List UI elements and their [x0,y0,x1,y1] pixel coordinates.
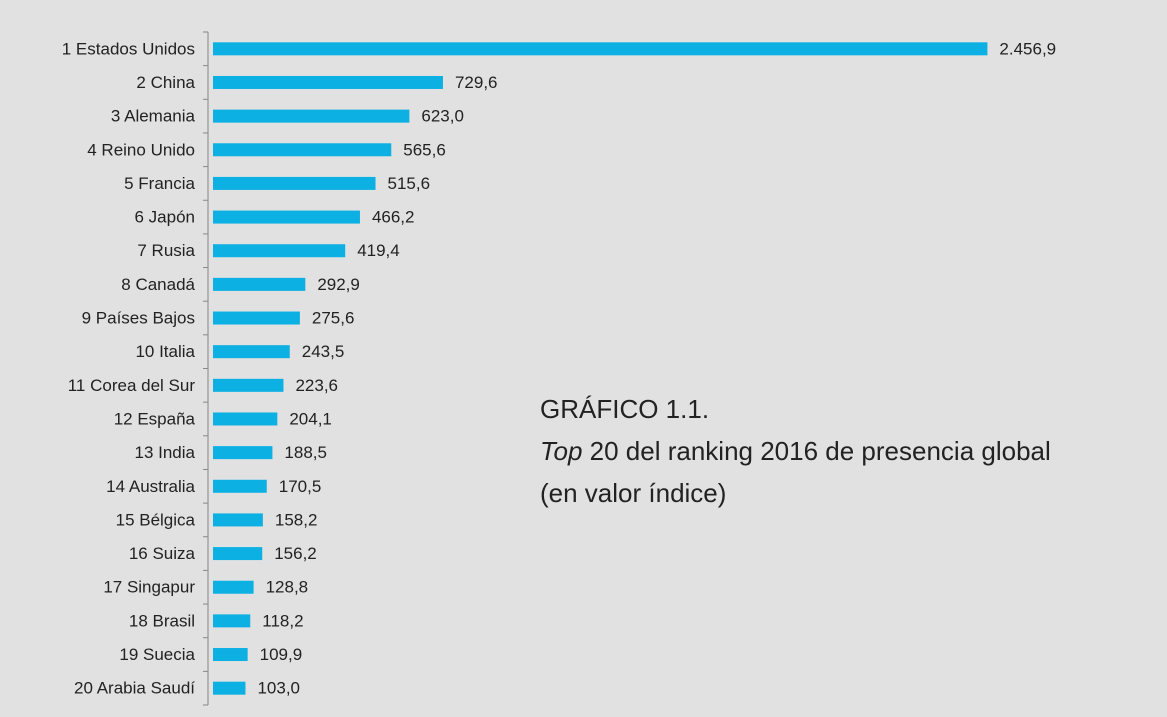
category-label: 16 Suiza [129,544,196,563]
value-label: 419,4 [357,241,400,260]
category-label: 3 Alemania [111,107,196,126]
subtitle-text: 20 del ranking 2016 de presencia global [582,436,1050,466]
category-label: 7 Rusia [137,241,195,260]
bar [213,648,248,662]
bar [213,109,410,123]
bar [213,244,346,258]
bar [213,143,392,157]
bar [213,176,376,190]
category-label: 13 India [135,443,196,462]
value-label: 292,9 [317,275,360,294]
category-label: 2 China [136,73,195,92]
value-label: 466,2 [372,208,415,227]
bar [213,412,278,426]
bar [213,277,306,291]
bar [213,580,254,594]
bar [213,311,300,325]
value-label: 565,6 [403,140,446,159]
value-label: 223,6 [295,376,338,395]
category-label: 1 Estados Unidos [62,39,195,58]
bar [213,614,251,628]
value-label: 729,6 [455,73,498,92]
value-label: 156,2 [274,544,317,563]
bar [213,513,263,527]
value-label: 188,5 [284,443,327,462]
value-label: 2.456,9 [999,39,1056,58]
category-label: 15 Bélgica [116,510,196,529]
bar [213,210,360,224]
category-label: 5 Francia [124,174,195,193]
category-label: 14 Australia [106,477,195,496]
category-label: 11 Corea del Sur [68,376,196,395]
category-label: 4 Reino Unido [87,140,195,159]
value-label: 128,8 [266,578,309,597]
bar [213,547,263,561]
bar [213,378,284,392]
value-label: 275,6 [312,309,355,328]
subtitle-italic: Top [540,436,582,466]
category-label: 19 Suecia [119,645,195,664]
bar [213,345,290,359]
chart-title: GRÁFICO 1.1. [540,394,709,424]
category-label: 6 Japón [135,208,196,227]
bar [213,446,273,460]
value-label: 243,5 [302,342,345,361]
category-label: 9 Países Bajos [82,309,195,328]
value-label: 103,0 [257,679,300,698]
value-label: 109,9 [260,645,303,664]
chart-note: (en valor índice) [540,478,726,508]
value-label: 118,2 [262,611,303,630]
value-label: 170,5 [279,477,322,496]
bar [213,681,246,695]
category-label: 12 España [114,409,196,428]
bar [213,42,988,56]
value-label: 623,0 [421,107,464,126]
value-label: 515,6 [388,174,431,193]
value-label: 158,2 [275,510,318,529]
category-label: 18 Brasil [129,611,195,630]
bar [213,75,443,89]
category-label: 10 Italia [135,342,195,361]
bar [213,479,267,493]
category-label: 8 Canadá [121,275,195,294]
category-label: 20 Arabia Saudí [74,679,195,698]
chart-subtitle: Top 20 del ranking 2016 de presencia glo… [540,436,1051,466]
category-label: 17 Singapur [103,578,195,597]
value-label: 204,1 [289,409,332,428]
